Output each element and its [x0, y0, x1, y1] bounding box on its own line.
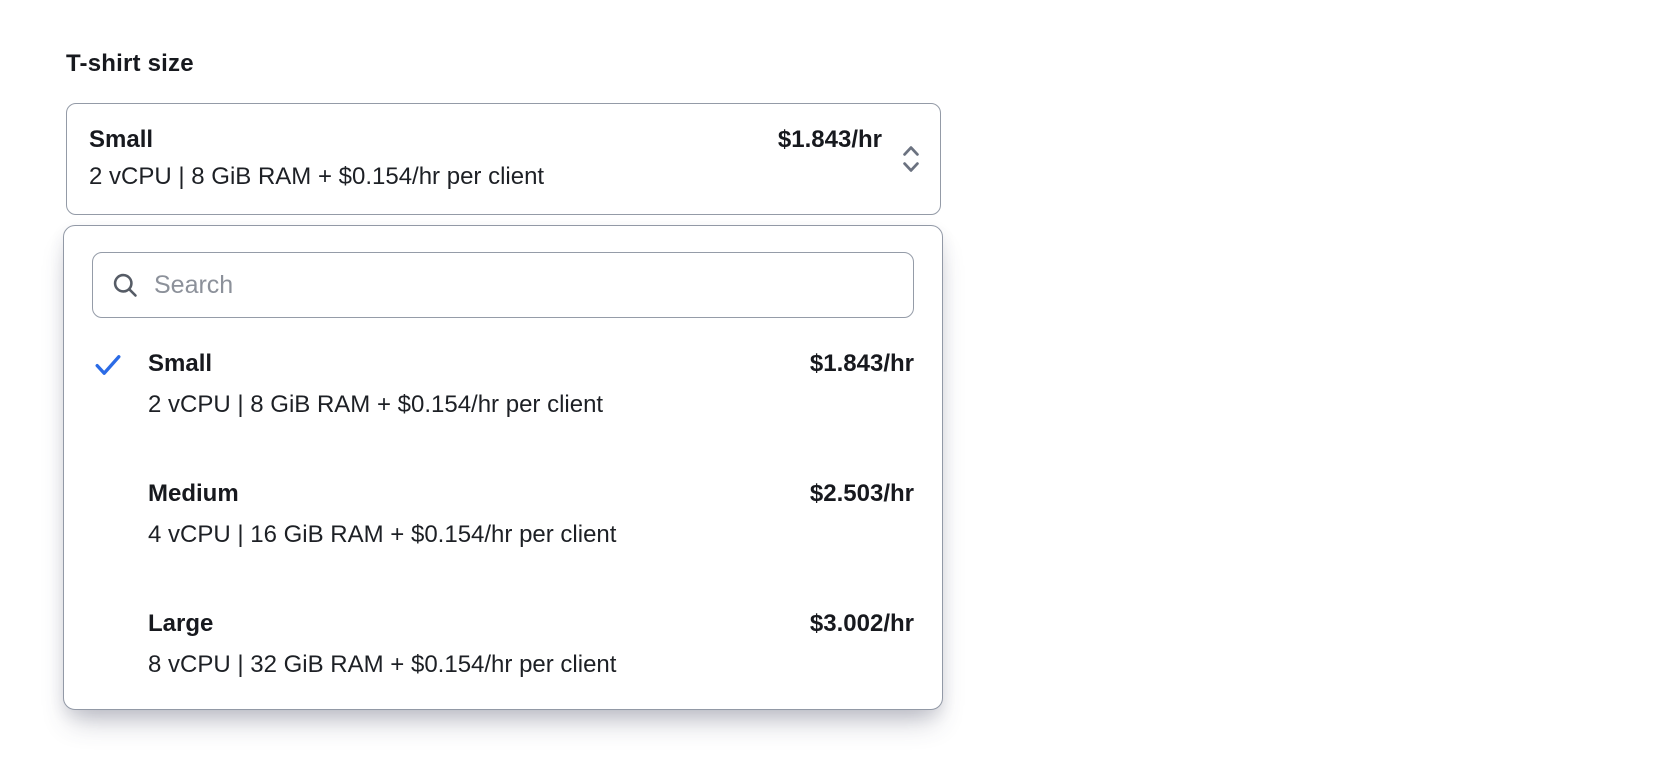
search-input[interactable]: [154, 270, 895, 300]
option-title: Large: [148, 610, 214, 637]
option-title: Small: [148, 350, 213, 377]
size-dropdown-panel: Small $1.843/hr 2 vCPU | 8 GiB RAM + $0.…: [63, 225, 943, 710]
option-list: Small $1.843/hr 2 vCPU | 8 GiB RAM + $0.…: [92, 349, 914, 681]
search-icon: [111, 271, 139, 299]
option-title: Medium: [148, 480, 239, 507]
option-large[interactable]: Large $3.002/hr 8 vCPU | 32 GiB RAM + $0…: [92, 609, 914, 681]
option-specs: 4 vCPU | 16 GiB RAM + $0.154/hr per clie…: [148, 521, 617, 548]
selected-option-specs: 2 vCPU | 8 GiB RAM + $0.154/hr per clien…: [89, 163, 545, 190]
option-price: $2.503/hr: [809, 480, 914, 507]
dropdown-search: [92, 252, 914, 318]
option-specs: 2 vCPU | 8 GiB RAM + $0.154/hr per clien…: [148, 391, 604, 418]
tshirt-size-select-trigger[interactable]: Small $1.843/hr 2 vCPU | 8 GiB RAM + $0.…: [66, 103, 941, 215]
check-icon: [92, 349, 148, 421]
check-icon: [92, 609, 148, 681]
option-price: $1.843/hr: [809, 350, 914, 377]
selected-option-summary: Small $1.843/hr 2 vCPU | 8 GiB RAM + $0.…: [89, 125, 882, 193]
chevron-up-down-icon: [900, 140, 922, 178]
option-price: $3.002/hr: [809, 610, 914, 637]
selected-option-price: $1.843/hr: [777, 126, 882, 153]
option-medium[interactable]: Medium $2.503/hr 4 vCPU | 16 GiB RAM + $…: [92, 479, 914, 551]
selected-option-title: Small: [89, 126, 154, 153]
field-label: T-shirt size: [66, 50, 194, 77]
check-icon: [92, 479, 148, 551]
option-small[interactable]: Small $1.843/hr 2 vCPU | 8 GiB RAM + $0.…: [92, 349, 914, 421]
option-specs: 8 vCPU | 32 GiB RAM + $0.154/hr per clie…: [148, 651, 617, 678]
